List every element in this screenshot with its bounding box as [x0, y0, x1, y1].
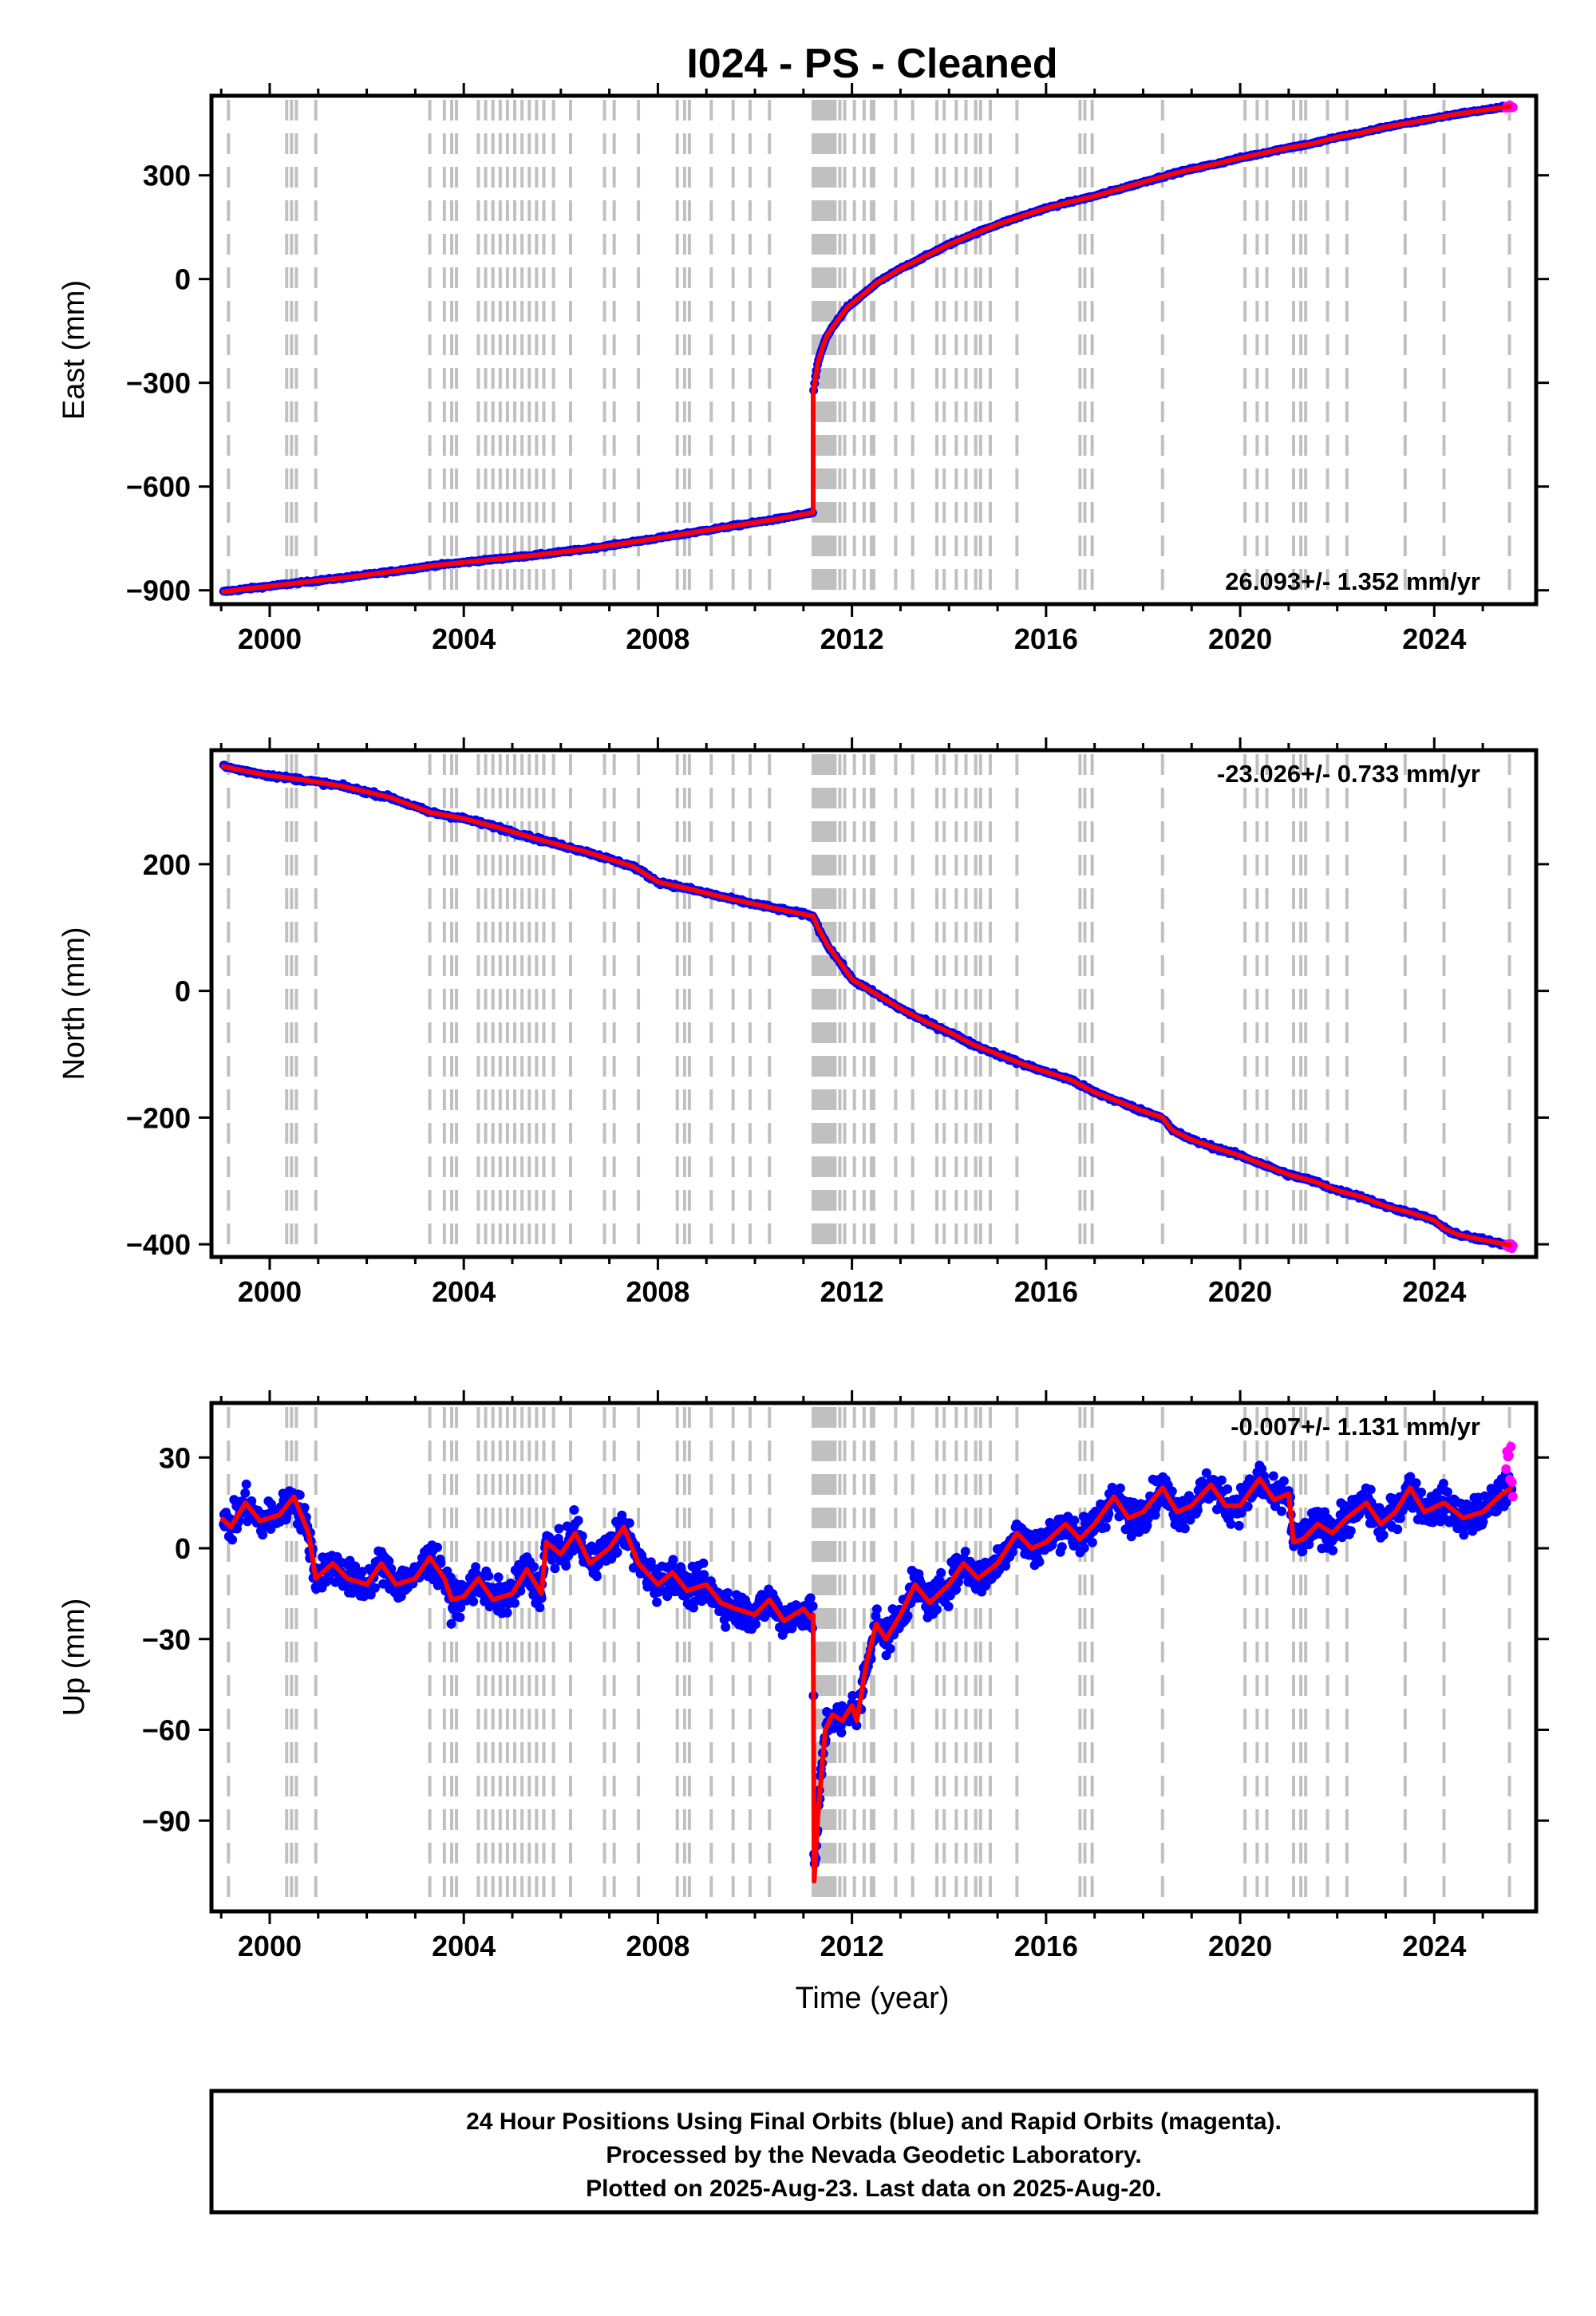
data-point [936, 1567, 946, 1578]
data-point [1100, 1522, 1111, 1532]
data-point [808, 1601, 818, 1611]
data-point [241, 1479, 251, 1489]
data-point [369, 1583, 380, 1593]
data-point [903, 1611, 913, 1621]
rate-label: -23.026+/- 0.733 mm/yr [1217, 760, 1480, 788]
data-points-east [219, 101, 1518, 596]
data-point [698, 1558, 709, 1568]
data-points-north [219, 761, 1518, 1253]
data-point [1345, 1526, 1356, 1536]
data-point [932, 1604, 942, 1614]
data-point [1087, 1537, 1097, 1547]
panel-east: 2000 2004 2008 2012 2016 2020 2024 −900 −600 −300… [57, 83, 1549, 655]
data-point [258, 1530, 268, 1540]
data-point [1192, 1505, 1203, 1516]
x-tick-label: 2016 [1014, 1275, 1078, 1308]
data-point [529, 1562, 539, 1572]
data-point [550, 1563, 560, 1574]
data-point [1079, 1543, 1089, 1553]
data-point [1268, 1471, 1278, 1481]
data-point [1057, 1542, 1067, 1552]
data-point [1277, 1506, 1286, 1516]
data-point [960, 1547, 970, 1557]
data-point [468, 1596, 479, 1607]
panel-up: 2000 2004 2008 2012 2016 2020 2024−90−60−30030… [57, 1390, 1549, 1962]
y-tick-label: 0 [175, 975, 191, 1008]
y-tick-label: −600 [126, 471, 191, 504]
panel-north: 2000 2004 2008 2012 2016 2020 2024 −400 −200 0 200… [57, 737, 1549, 1308]
y-axis-label: East (mm) [57, 280, 91, 420]
x-tick-label: 2020 [1208, 622, 1272, 655]
x-tick-label: 2008 [626, 622, 689, 655]
y-tick-label: −400 [126, 1228, 191, 1261]
data-point [591, 1571, 602, 1582]
data-point [510, 1598, 519, 1608]
data-point [569, 1505, 579, 1515]
x-tick-label: 2004 [432, 622, 496, 655]
data-point [1179, 1524, 1190, 1534]
data-point [836, 1728, 847, 1737]
data-point [535, 1603, 545, 1613]
x-tick-label: 2024 [1402, 1275, 1466, 1308]
data-point [723, 1588, 733, 1598]
x-tick-label: 2024 [1402, 622, 1466, 655]
data-point [554, 1524, 564, 1534]
data-point [805, 1593, 816, 1603]
data-point [871, 1604, 882, 1614]
x-tick-label: 2000 [238, 1275, 302, 1308]
x-tick-label: 2012 [820, 622, 884, 655]
data-point [1115, 1483, 1125, 1493]
data-point [943, 1602, 954, 1611]
data-point [1226, 1519, 1236, 1529]
data-point [885, 1643, 895, 1654]
data-point [240, 1488, 251, 1498]
data-point [1328, 1545, 1338, 1555]
data-point [1216, 1475, 1227, 1485]
x-tick-label: 2008 [626, 1275, 689, 1308]
event-lines [227, 100, 1511, 600]
y-tick-label: −200 [126, 1101, 191, 1134]
y-tick-label: 300 [143, 160, 191, 192]
model-line-north [220, 763, 1513, 1248]
data-point [751, 1619, 761, 1630]
y-tick-label: 0 [175, 263, 191, 296]
model-line-east [220, 104, 1513, 595]
x-tick-label: 2020 [1208, 1275, 1272, 1308]
x-tick-label: 2000 [238, 622, 302, 655]
data-point [1034, 1557, 1045, 1567]
y-tick-label: −300 [126, 367, 191, 400]
data-point [1234, 1520, 1244, 1531]
data-point [433, 1542, 442, 1552]
data-point [1223, 1484, 1233, 1494]
data-point [561, 1561, 571, 1571]
data-point [652, 1597, 662, 1607]
data-point [721, 1622, 731, 1632]
x-tick-label: 2016 [1014, 622, 1078, 655]
data-point [227, 1535, 238, 1545]
rate-label: 26.093+/- 1.352 mm/yr [1225, 567, 1480, 595]
data-point [1278, 1476, 1289, 1486]
x-tick-label: 2004 [432, 1275, 496, 1308]
x-tick-label: 2012 [820, 1275, 884, 1308]
data-point [493, 1572, 504, 1583]
y-tick-label: −900 [126, 575, 191, 607]
data-point [1069, 1516, 1080, 1526]
data-point [668, 1555, 678, 1565]
y-tick-label: 200 [143, 848, 191, 881]
data-point [484, 1571, 494, 1581]
data-point [455, 1612, 465, 1622]
data-point [612, 1547, 622, 1557]
data-point [573, 1516, 583, 1526]
data-point [502, 1607, 512, 1618]
chart-title: I024 - PS - Cleaned [686, 41, 1057, 87]
y-axis-label: North (mm) [57, 927, 91, 1080]
